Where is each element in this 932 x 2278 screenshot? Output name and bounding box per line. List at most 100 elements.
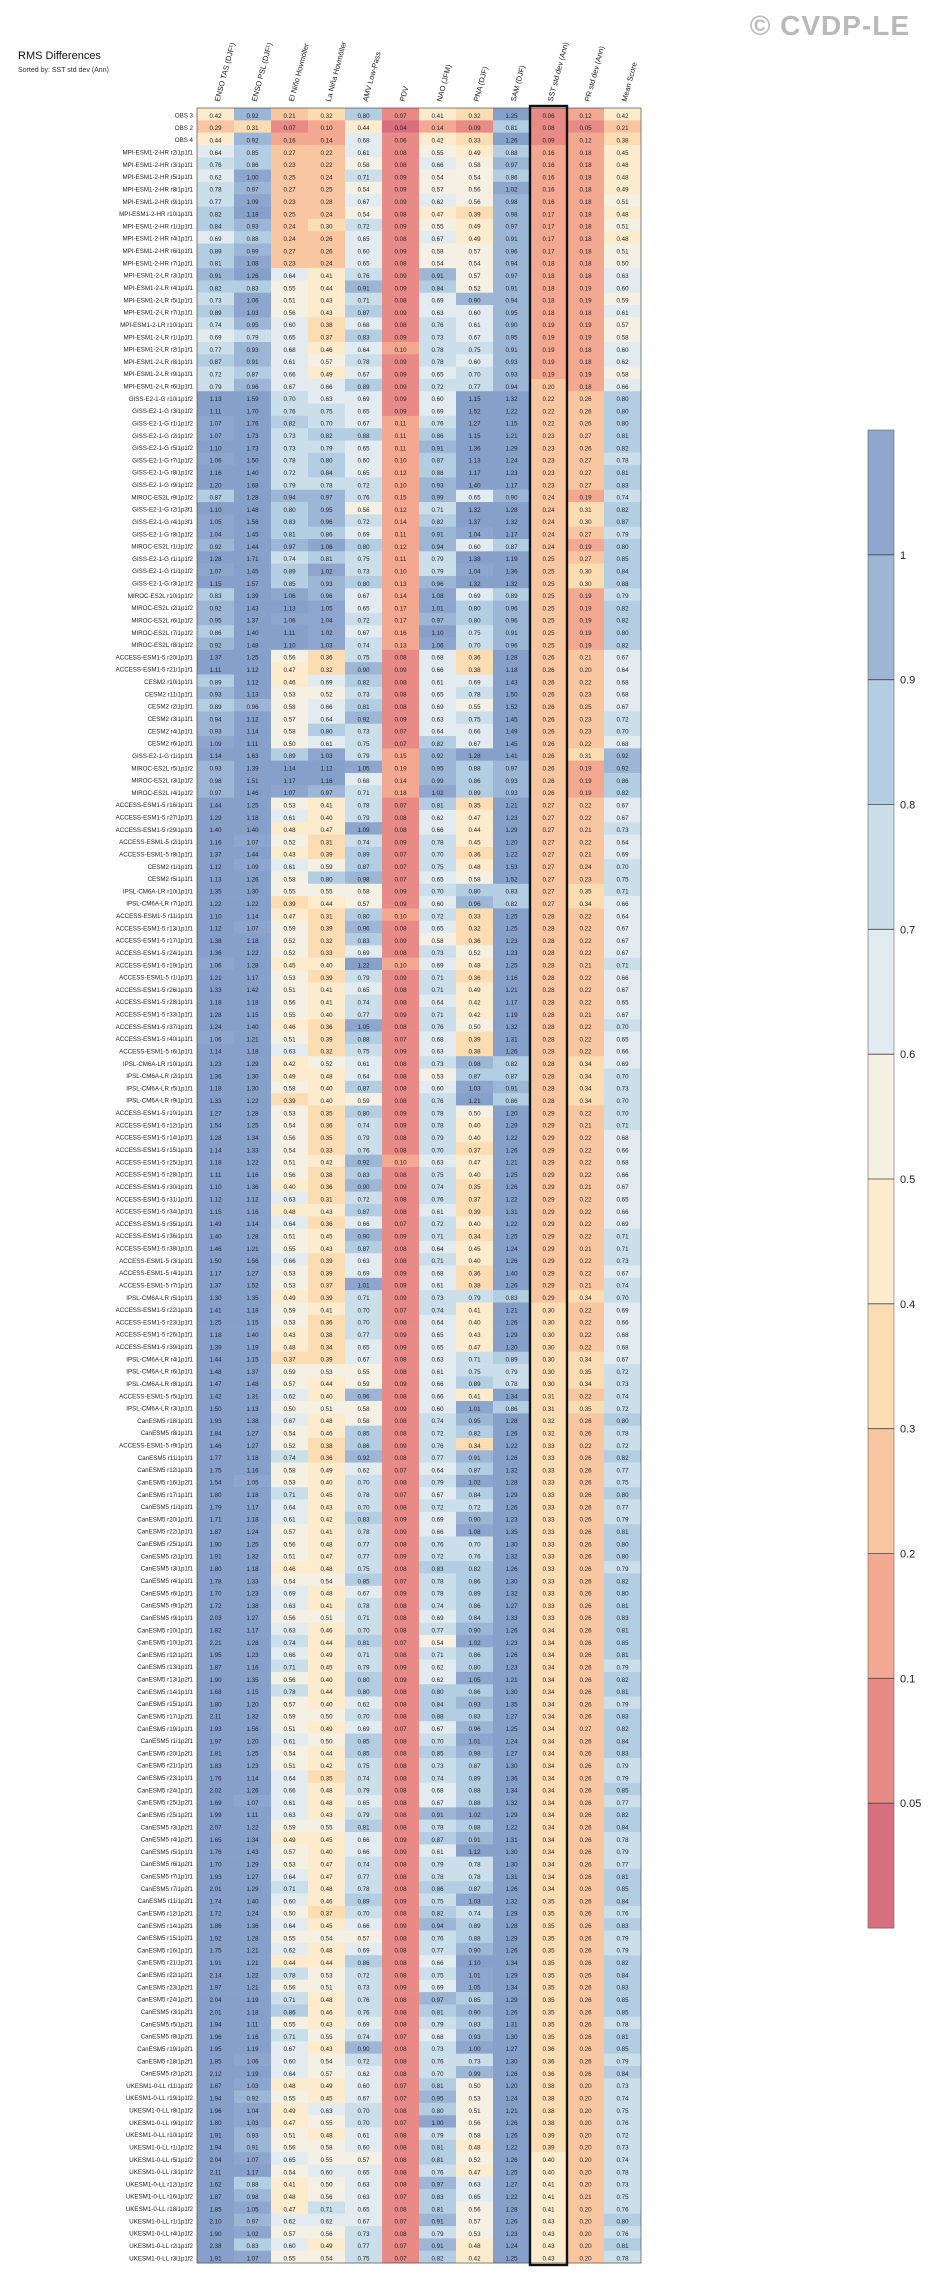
cell-value: 0.71 [616,1233,629,1240]
cell-value: 1.16 [320,778,333,785]
cell-value: 0.08 [394,1135,407,1142]
cell-value: 0.09 [394,975,407,982]
cell-value: 1.06 [320,544,333,551]
cell-value: 1.14 [246,1221,259,1228]
cell-value: 0.79 [357,975,370,982]
cell-value: 0.36 [468,1270,481,1277]
heatmap-cell [197,354,234,367]
cell-value: 1.06 [283,618,296,625]
cell-value: 0.70 [468,371,481,378]
cell-value: 0.65 [431,1344,444,1351]
heatmap-cell [567,489,604,503]
heatmap-cell [345,157,382,170]
cell-value: 0.33 [542,1517,555,1524]
cell-value: 0.45 [283,963,296,970]
cell-value: 1.26 [505,1049,518,1056]
cell-value: 0.98 [209,778,222,785]
cell-value: 0.37 [283,1357,296,1364]
row-label: OBS 2 [175,125,194,132]
cell-value: 1.10 [468,1960,481,1967]
heatmap-cell [493,206,530,220]
cell-value: 1.12 [320,766,333,773]
cell-value: 0.11 [395,556,407,563]
heatmap-cell [419,231,456,244]
heatmap-cell [382,218,419,232]
cell-value: 0.53 [468,2095,481,2102]
cell-value: 0.29 [542,1160,555,1167]
cell-value: 0.59 [616,298,629,305]
cell-value: 0.95 [209,618,222,625]
cell-value: 0.31 [542,1394,555,1401]
cell-value: 1.20 [209,482,222,489]
cell-value: 1.27 [505,1714,518,1721]
row-label: IPSL-CM6A-LR r3i1p1f1 [126,1406,193,1413]
cell-value: 0.22 [579,1172,592,1179]
cell-value: 1.18 [505,667,518,674]
cell-value: 0.07 [394,113,407,120]
cell-value: 1.91 [209,1960,222,1967]
cell-value: 0.18 [579,248,592,255]
cell-value: 0.46 [320,2009,333,2016]
cell-value: 0.92 [246,137,259,144]
cell-value: 0.94 [505,298,518,305]
row-label: CanESM5 r19i1p1f1 [137,1726,193,1733]
cell-value: 0.27 [542,889,555,896]
cell-value: 0.91 [431,2219,444,2226]
cell-value: 0.35 [542,1997,555,2004]
cell-value: 0.81 [431,2206,444,2213]
heatmap-cell [567,194,604,207]
cell-value: 0.92 [616,753,629,760]
cell-value: 0.24 [320,211,333,218]
cell-value: 0.41 [283,2182,296,2189]
column-header: PNA (DJF) [472,65,490,102]
cell-value: 1.26 [505,1430,518,1437]
row-label: CanESM5 r13i1p2f1 [137,1677,193,1684]
cell-value: 0.29 [542,1209,555,1216]
cell-value: 0.45 [468,1246,481,1253]
heatmap-cell [234,539,271,552]
cell-value: 1.40 [209,827,222,834]
cell-value: 1.02 [431,790,444,797]
cell-value: 0.98 [505,199,518,206]
cell-value: 0.48 [283,827,296,834]
cell-value: 1.02 [246,2231,259,2238]
cell-value: 0.65 [431,1332,444,1339]
row-label: IPSL-CM6A-LR r10i1p1f1 [123,1061,194,1068]
cell-value: 1.71 [209,1517,222,1524]
cell-value: 0.60 [431,901,444,908]
cell-value: 1.17 [246,1504,259,1511]
cell-value: 0.77 [209,199,222,206]
cell-value: 1.28 [246,963,259,970]
cell-value: 0.53 [468,2231,481,2238]
cell-value: 1.28 [246,1110,259,1117]
cell-value: 0.97 [320,495,333,502]
cell-value: 1.56 [246,1258,259,1265]
heatmap-cell [345,514,382,527]
cell-value: 0.86 [357,1443,370,1450]
cell-value: 0.69 [357,1726,370,1733]
heatmap-cell [308,206,345,220]
cell-value: 0.20 [579,2132,592,2139]
row-label: MPI-ESM1-2-HR r2i1p1f1 [123,150,194,157]
cell-value: 0.38 [320,1172,333,1179]
cell-value: 0.08 [394,1418,407,1425]
cell-value: 1.48 [246,1381,259,1388]
cell-value: 0.76 [431,1024,444,1031]
cell-value: 0.46 [283,1024,296,1031]
cell-value: 1.47 [209,1381,222,1388]
heatmap-cell [493,329,530,343]
cell-value: 1.30 [505,1541,518,1548]
row-label: MIROC-ES2L r8i1p1f2 [131,642,193,649]
cell-value: 1.15 [468,433,481,440]
cell-value: 0.65 [357,987,370,994]
cell-value: 0.41 [320,999,333,1006]
cell-value: 1.28 [505,1480,518,1487]
row-label: CESM2 r1i1p1f1 [148,864,194,871]
row-label: ACCESS-ESM1-5 r19i1p1f1 [116,962,194,969]
cell-value: 0.69 [431,1615,444,1622]
cell-value: 1.20 [505,1344,518,1351]
cell-value: 0.26 [579,1874,592,1881]
cell-value: 1.23 [246,1763,259,1770]
cell-value: 1.19 [246,2046,259,2053]
cell-value: 1.42 [209,1394,222,1401]
